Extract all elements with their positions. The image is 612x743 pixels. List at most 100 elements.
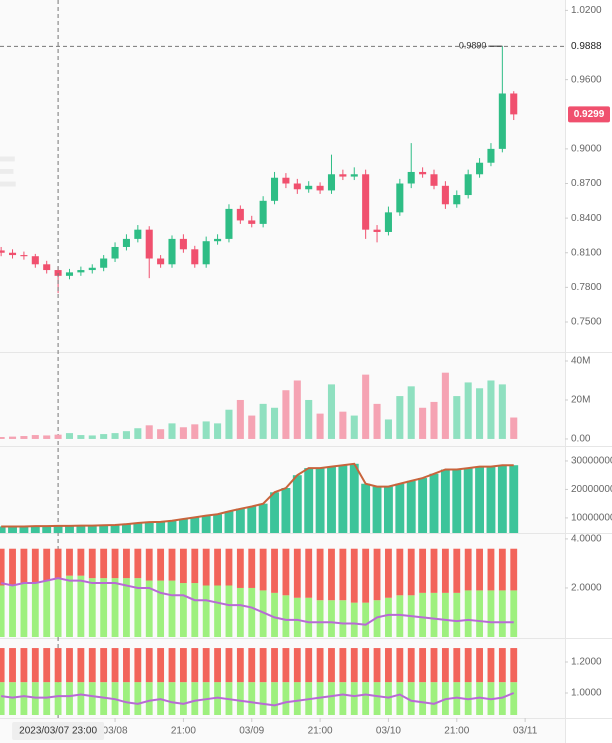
volume-bar — [396, 396, 404, 439]
stacked-bar-segment — [191, 548, 199, 584]
stacked-bar-segment — [419, 682, 427, 715]
bar — [42, 526, 52, 533]
candle-body — [476, 162, 484, 175]
candle-body — [373, 229, 381, 232]
stacked-bar-segment — [339, 548, 347, 601]
candle-body — [407, 171, 415, 184]
volume-bar — [441, 372, 449, 439]
volume-bar — [476, 388, 484, 439]
y-tick-label: 0.8700 — [571, 178, 602, 189]
candle-body — [122, 238, 130, 247]
volume-bar — [43, 435, 51, 439]
indicator-line — [1, 692, 515, 707]
stacked-bar-segment — [66, 648, 73, 683]
candle-body — [419, 171, 427, 175]
stacked-bar-segment — [54, 682, 62, 715]
bar — [304, 468, 314, 533]
stacked-bar-segment — [350, 548, 358, 603]
stacked-bar-segment — [168, 548, 176, 581]
stacked-bar-segment — [202, 585, 210, 637]
stacked-bar-segment — [248, 648, 256, 683]
y-tick-label: 10000000 — [571, 513, 612, 524]
bar — [349, 463, 359, 533]
stacked-bar-segment — [293, 648, 301, 683]
y-tick-label: 0.7800 — [571, 282, 602, 293]
volume-bar — [54, 434, 62, 439]
stacked-bar-segment — [385, 548, 392, 598]
x-tick-label: 03/09 — [239, 726, 264, 737]
y-tick-label: 20000000 — [571, 484, 612, 495]
stacked-bar-segment — [236, 548, 244, 588]
stacked-bar-segment — [373, 648, 381, 683]
volume-bar — [430, 401, 438, 439]
stacked-bar-segment — [214, 548, 221, 586]
stacked-bar-segment — [31, 548, 39, 584]
stacked-bar-segment — [134, 648, 142, 683]
stacked-bar-segment — [31, 648, 39, 683]
volume-bar — [373, 403, 381, 439]
volume-bar — [214, 423, 222, 439]
outline-line — [1, 462, 514, 528]
volume-bar — [327, 384, 336, 439]
stacked-bar-segment — [0, 648, 5, 683]
candle-body — [179, 238, 187, 250]
stacked-bar-segment — [441, 592, 449, 637]
volume-bar — [464, 382, 472, 439]
stacked-bar-segment — [487, 548, 495, 591]
x-tick-label: 21:00 — [171, 726, 196, 737]
bar — [8, 526, 17, 533]
candle-body — [225, 208, 233, 239]
stacked-bar-segment — [123, 578, 130, 637]
volume-bar — [259, 403, 267, 439]
stacked-bar-segment — [77, 548, 85, 576]
bar — [315, 468, 325, 533]
candle-body — [362, 174, 370, 230]
bar — [167, 520, 177, 533]
stacked-bar-segment — [373, 548, 381, 601]
candle-body — [350, 174, 358, 177]
candle-body — [145, 229, 153, 259]
stacked-bar-segment — [191, 648, 199, 683]
y-tick-label: 20M — [571, 395, 590, 406]
candles — [0, 46, 518, 294]
stacked-bar-segment — [145, 580, 153, 637]
candle-body — [43, 264, 51, 271]
stacked-bar-segment — [20, 682, 28, 715]
stacked-bar-segment — [396, 682, 404, 715]
bar — [0, 526, 6, 533]
stacked-bar-segment — [419, 548, 427, 593]
bar — [178, 519, 188, 533]
stacked-bar-segment — [293, 548, 301, 598]
bar — [475, 466, 485, 533]
stacked-bar-segment — [498, 590, 506, 637]
bar — [395, 483, 405, 533]
bar — [440, 469, 450, 533]
y-tick-label: 1.2000 — [571, 657, 602, 668]
candle-body — [134, 229, 142, 239]
stacked-bar-segment — [328, 682, 335, 715]
stacked-bar-segment — [407, 548, 415, 596]
candle-body — [510, 93, 518, 115]
candle-body — [316, 185, 324, 191]
volume-bar — [168, 423, 176, 439]
volume-bar — [145, 425, 153, 439]
stacked-bar-segment — [202, 548, 210, 586]
bar — [338, 465, 348, 533]
candle-body — [20, 255, 28, 257]
bar — [144, 522, 154, 533]
stacked-bar-segment — [271, 548, 278, 593]
stacked-bar-segment — [419, 648, 427, 683]
stacked-bar-segment — [100, 548, 108, 579]
stacked-bar-segment — [316, 648, 324, 683]
stacked-bar-segment — [453, 592, 461, 637]
stacked-bar-segment — [111, 578, 119, 637]
stacked-bar-segment — [66, 548, 73, 576]
stacked-bar-segment — [316, 548, 324, 601]
candle-body — [157, 258, 165, 265]
stacked-bar-segment — [157, 548, 165, 581]
bar — [429, 473, 439, 533]
stacked-bar-segment — [0, 682, 5, 715]
volume-bar — [134, 428, 142, 439]
stacked-bar-segment — [487, 648, 495, 683]
